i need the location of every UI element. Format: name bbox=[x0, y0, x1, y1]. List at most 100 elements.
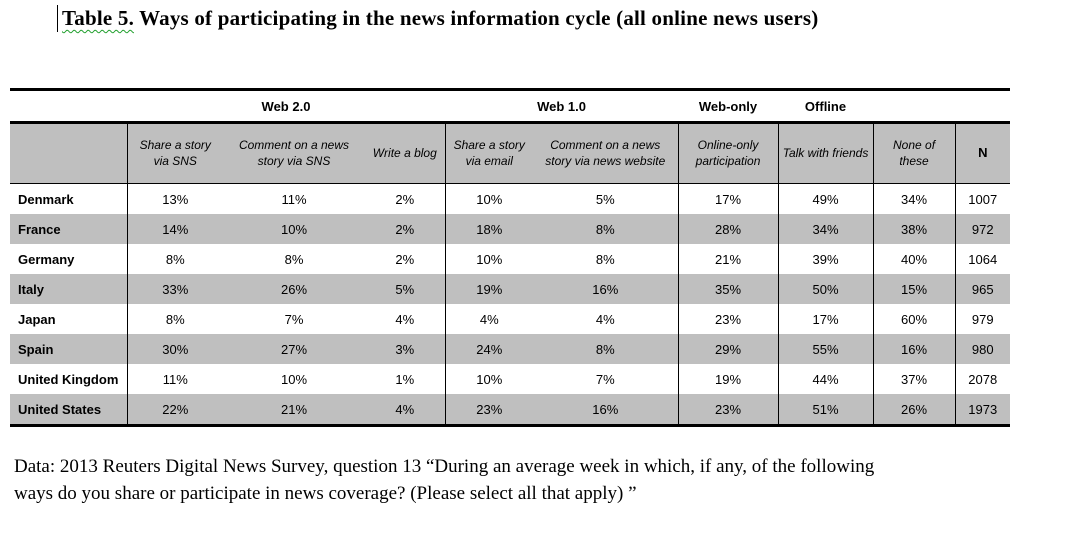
row-label: Japan bbox=[10, 304, 128, 334]
cell-none-of-these: 16% bbox=[873, 334, 956, 364]
column-header-online-only: Online-only participation bbox=[678, 122, 779, 184]
cell-write-blog: 2% bbox=[365, 244, 446, 274]
cell-n: 1973 bbox=[955, 394, 1011, 427]
cell-online-only: 28% bbox=[678, 214, 779, 244]
column-header-comment-website: Comment on a news story via news website bbox=[533, 122, 679, 184]
cell-comment-website: 7% bbox=[533, 364, 679, 394]
cell-share-sns: 8% bbox=[127, 244, 223, 274]
cell-n: 965 bbox=[955, 274, 1011, 304]
participation-table: Web 2.0 Web 1.0 Web-only Offline Share a… bbox=[10, 88, 1011, 427]
cell-n: 980 bbox=[955, 334, 1011, 364]
cell-comment-sns: 8% bbox=[223, 244, 365, 274]
cell-comment-website: 8% bbox=[533, 214, 679, 244]
row-label: Spain bbox=[10, 334, 128, 364]
table-caption: Table 5. Ways of participating in the ne… bbox=[62, 6, 819, 31]
cell-comment-sns: 27% bbox=[223, 334, 365, 364]
group-header-empty-left bbox=[10, 88, 127, 124]
column-header-none-of-these: None of these bbox=[873, 122, 956, 184]
cell-share-email: 10% bbox=[445, 183, 533, 214]
cell-share-email: 24% bbox=[445, 334, 533, 364]
table-row-denmark: Denmark 13% 11% 2% 10% 5% 17% 49% 34% 10… bbox=[10, 183, 1011, 214]
table-row-france: France 14% 10% 2% 18% 8% 28% 34% 38% 972 bbox=[10, 214, 1011, 244]
cell-comment-website: 5% bbox=[533, 183, 679, 214]
cell-share-email: 23% bbox=[445, 394, 533, 427]
cell-comment-sns: 11% bbox=[223, 183, 365, 214]
row-label: Germany bbox=[10, 244, 128, 274]
row-label: Denmark bbox=[10, 183, 128, 214]
group-header-offline: Offline bbox=[778, 88, 874, 124]
cell-talk-friends: 17% bbox=[778, 304, 874, 334]
cell-online-only: 23% bbox=[678, 394, 779, 427]
cell-comment-sns: 10% bbox=[223, 364, 365, 394]
cell-online-only: 35% bbox=[678, 274, 779, 304]
cell-n: 1007 bbox=[955, 183, 1011, 214]
group-header-web10: Web 1.0 bbox=[445, 88, 679, 124]
cell-share-sns: 14% bbox=[127, 214, 223, 244]
cell-talk-friends: 55% bbox=[778, 334, 874, 364]
cell-share-sns: 30% bbox=[127, 334, 223, 364]
cell-none-of-these: 15% bbox=[873, 274, 956, 304]
source-note-line2: ways do you share or participate in news… bbox=[14, 483, 637, 504]
column-header-share-email: Share a story via email bbox=[445, 122, 533, 184]
cell-none-of-these: 60% bbox=[873, 304, 956, 334]
column-header-comment-sns: Comment on a news story via SNS bbox=[223, 122, 365, 184]
source-note: Data: 2013 Reuters Digital News Survey, … bbox=[14, 453, 874, 507]
row-label: France bbox=[10, 214, 128, 244]
group-header-row: Web 2.0 Web 1.0 Web-only Offline bbox=[10, 88, 1011, 124]
column-header-talk-friends: Talk with friends bbox=[778, 122, 874, 184]
table-row-united-kingdom: United Kingdom 11% 10% 1% 10% 7% 19% 44%… bbox=[10, 364, 1011, 394]
cell-comment-website: 8% bbox=[533, 334, 679, 364]
cell-share-email: 19% bbox=[445, 274, 533, 304]
group-header-webonly: Web-only bbox=[678, 88, 779, 124]
cell-online-only: 19% bbox=[678, 364, 779, 394]
cell-write-blog: 1% bbox=[365, 364, 446, 394]
cell-write-blog: 2% bbox=[365, 183, 446, 214]
cell-comment-website: 16% bbox=[533, 394, 679, 427]
cell-n: 972 bbox=[955, 214, 1011, 244]
cell-comment-sns: 10% bbox=[223, 214, 365, 244]
cell-none-of-these: 38% bbox=[873, 214, 956, 244]
table-row-germany: Germany 8% 8% 2% 10% 8% 21% 39% 40% 1064 bbox=[10, 244, 1011, 274]
cell-online-only: 21% bbox=[678, 244, 779, 274]
cell-talk-friends: 44% bbox=[778, 364, 874, 394]
cell-share-email: 18% bbox=[445, 214, 533, 244]
cell-share-sns: 8% bbox=[127, 304, 223, 334]
cell-write-blog: 2% bbox=[365, 214, 446, 244]
cell-share-sns: 11% bbox=[127, 364, 223, 394]
cell-share-email: 4% bbox=[445, 304, 533, 334]
cell-share-sns: 33% bbox=[127, 274, 223, 304]
cell-write-blog: 5% bbox=[365, 274, 446, 304]
row-label: United Kingdom bbox=[10, 364, 128, 394]
column-header-write-blog: Write a blog bbox=[365, 122, 446, 184]
cell-comment-website: 4% bbox=[533, 304, 679, 334]
cell-write-blog: 4% bbox=[365, 304, 446, 334]
table-row-japan: Japan 8% 7% 4% 4% 4% 23% 17% 60% 979 bbox=[10, 304, 1011, 334]
column-header-empty bbox=[10, 122, 128, 184]
table-row-italy: Italy 33% 26% 5% 19% 16% 35% 50% 15% 965 bbox=[10, 274, 1011, 304]
column-header-share-sns: Share a story via SNS bbox=[127, 122, 223, 184]
column-header-n: N bbox=[955, 122, 1011, 184]
cell-n: 979 bbox=[955, 304, 1011, 334]
cell-none-of-these: 37% bbox=[873, 364, 956, 394]
cell-share-email: 10% bbox=[445, 244, 533, 274]
cell-talk-friends: 49% bbox=[778, 183, 874, 214]
cell-share-email: 10% bbox=[445, 364, 533, 394]
cell-n: 1064 bbox=[955, 244, 1011, 274]
cell-comment-website: 8% bbox=[533, 244, 679, 274]
cell-comment-sns: 26% bbox=[223, 274, 365, 304]
cell-none-of-these: 40% bbox=[873, 244, 956, 274]
cell-share-sns: 13% bbox=[127, 183, 223, 214]
cell-comment-sns: 7% bbox=[223, 304, 365, 334]
cell-online-only: 29% bbox=[678, 334, 779, 364]
cell-none-of-these: 34% bbox=[873, 183, 956, 214]
table-caption-text: Ways of participating in the news inform… bbox=[134, 6, 819, 30]
cell-write-blog: 4% bbox=[365, 394, 446, 427]
cell-write-blog: 3% bbox=[365, 334, 446, 364]
cell-talk-friends: 34% bbox=[778, 214, 874, 244]
cell-comment-sns: 21% bbox=[223, 394, 365, 427]
cell-talk-friends: 39% bbox=[778, 244, 874, 274]
cell-share-sns: 22% bbox=[127, 394, 223, 427]
cell-talk-friends: 51% bbox=[778, 394, 874, 427]
cell-talk-friends: 50% bbox=[778, 274, 874, 304]
text-cursor bbox=[57, 5, 58, 32]
